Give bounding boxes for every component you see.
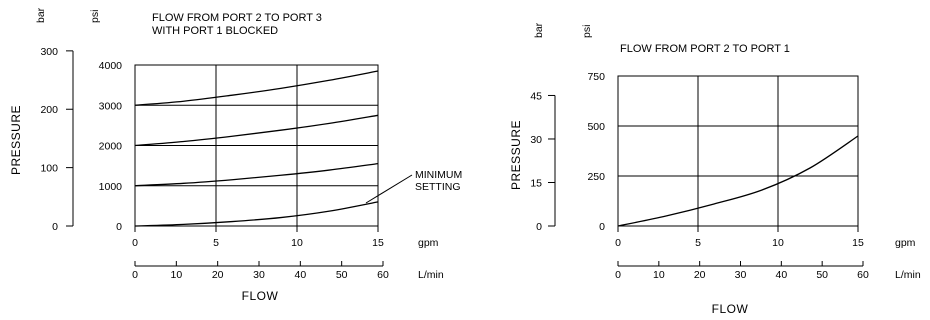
chart-title-line: FLOW FROM PORT 2 TO PORT 1 [620, 43, 790, 55]
bar-tick-label: 15 [530, 177, 542, 189]
gpm-tick-label: 5 [695, 237, 701, 249]
bar-tick-label: 0 [536, 221, 542, 233]
unit-lmin-label: L/min [895, 269, 921, 281]
bar-tick-label: 0 [52, 221, 58, 233]
x-axis-title: FLOW [712, 302, 749, 316]
y-axis-title: PRESSURE [509, 120, 523, 190]
annotation-label: MINIMUM [415, 169, 462, 181]
gpm-tick-label: 15 [852, 237, 864, 249]
unit-bar-label: bar [35, 7, 47, 23]
psi-tick-label: 2000 [99, 141, 123, 153]
series-line-4 [134, 201, 379, 227]
gpm-tick-label: 0 [132, 237, 138, 249]
psi-tick-label: 4000 [99, 60, 123, 72]
lmin-tick-label: 20 [212, 269, 224, 281]
series-line-1 [134, 70, 379, 106]
chart-title-line: WITH PORT 1 BLOCKED [152, 25, 278, 37]
gpm-tick-label: 0 [615, 237, 621, 249]
lmin-tick-label: 60 [857, 269, 869, 281]
bar-tick-label: 200 [40, 104, 58, 116]
lmin-tick-label: 40 [294, 269, 306, 281]
psi-tick-label: 500 [587, 121, 605, 133]
series-line-3 [134, 162, 379, 187]
gpm-tick-label: 15 [372, 237, 384, 249]
unit-gpm-label: gpm [895, 237, 916, 249]
annotation-label: SETTING [415, 181, 461, 193]
unit-lmin-label: L/min [418, 269, 444, 281]
lmin-tick-label: 60 [377, 269, 389, 281]
lmin-tick-label: 30 [253, 269, 265, 281]
gpm-tick-label: 10 [291, 237, 303, 249]
psi-tick-label: 1000 [99, 181, 123, 193]
annotation-leader-line [365, 174, 413, 204]
psi-tick-label: 750 [587, 71, 605, 83]
lmin-tick-label: 50 [816, 269, 828, 281]
bar-tick-label: 100 [40, 163, 58, 175]
lmin-tick-label: 20 [694, 269, 706, 281]
lmin-tick-label: 30 [735, 269, 747, 281]
psi-tick-label: 0 [116, 221, 122, 233]
gpm-tick-label: 10 [772, 237, 784, 249]
lmin-tick-label: 10 [170, 269, 182, 281]
lmin-tick-label: 10 [653, 269, 665, 281]
bar-tick-label: 300 [40, 46, 58, 58]
lmin-tick-label: 50 [336, 269, 348, 281]
psi-tick-label: 3000 [99, 100, 123, 112]
unit-bar-label: bar [533, 22, 545, 38]
x-axis-title: FLOW [242, 289, 279, 303]
bar-tick-label: 30 [530, 134, 542, 146]
psi-tick-label: 0 [599, 221, 605, 233]
lmin-tick-label: 40 [775, 269, 787, 281]
unit-gpm-label: gpm [418, 237, 439, 249]
lmin-tick-label: 0 [132, 269, 138, 281]
chart-title-line: FLOW FROM PORT 2 TO PORT 3 [152, 12, 322, 24]
plot-frame [617, 75, 859, 227]
psi-tick-label: 250 [587, 171, 605, 183]
lmin-tick-label: 0 [615, 269, 621, 281]
bar-tick-label: 45 [530, 90, 542, 102]
gpm-tick-label: 5 [213, 237, 219, 249]
y-axis-title: PRESSURE [9, 105, 23, 175]
unit-psi-label: psi [89, 10, 101, 23]
series-line-1 [617, 135, 859, 227]
series-line-2 [134, 114, 379, 147]
unit-psi-label: psi [581, 25, 593, 38]
